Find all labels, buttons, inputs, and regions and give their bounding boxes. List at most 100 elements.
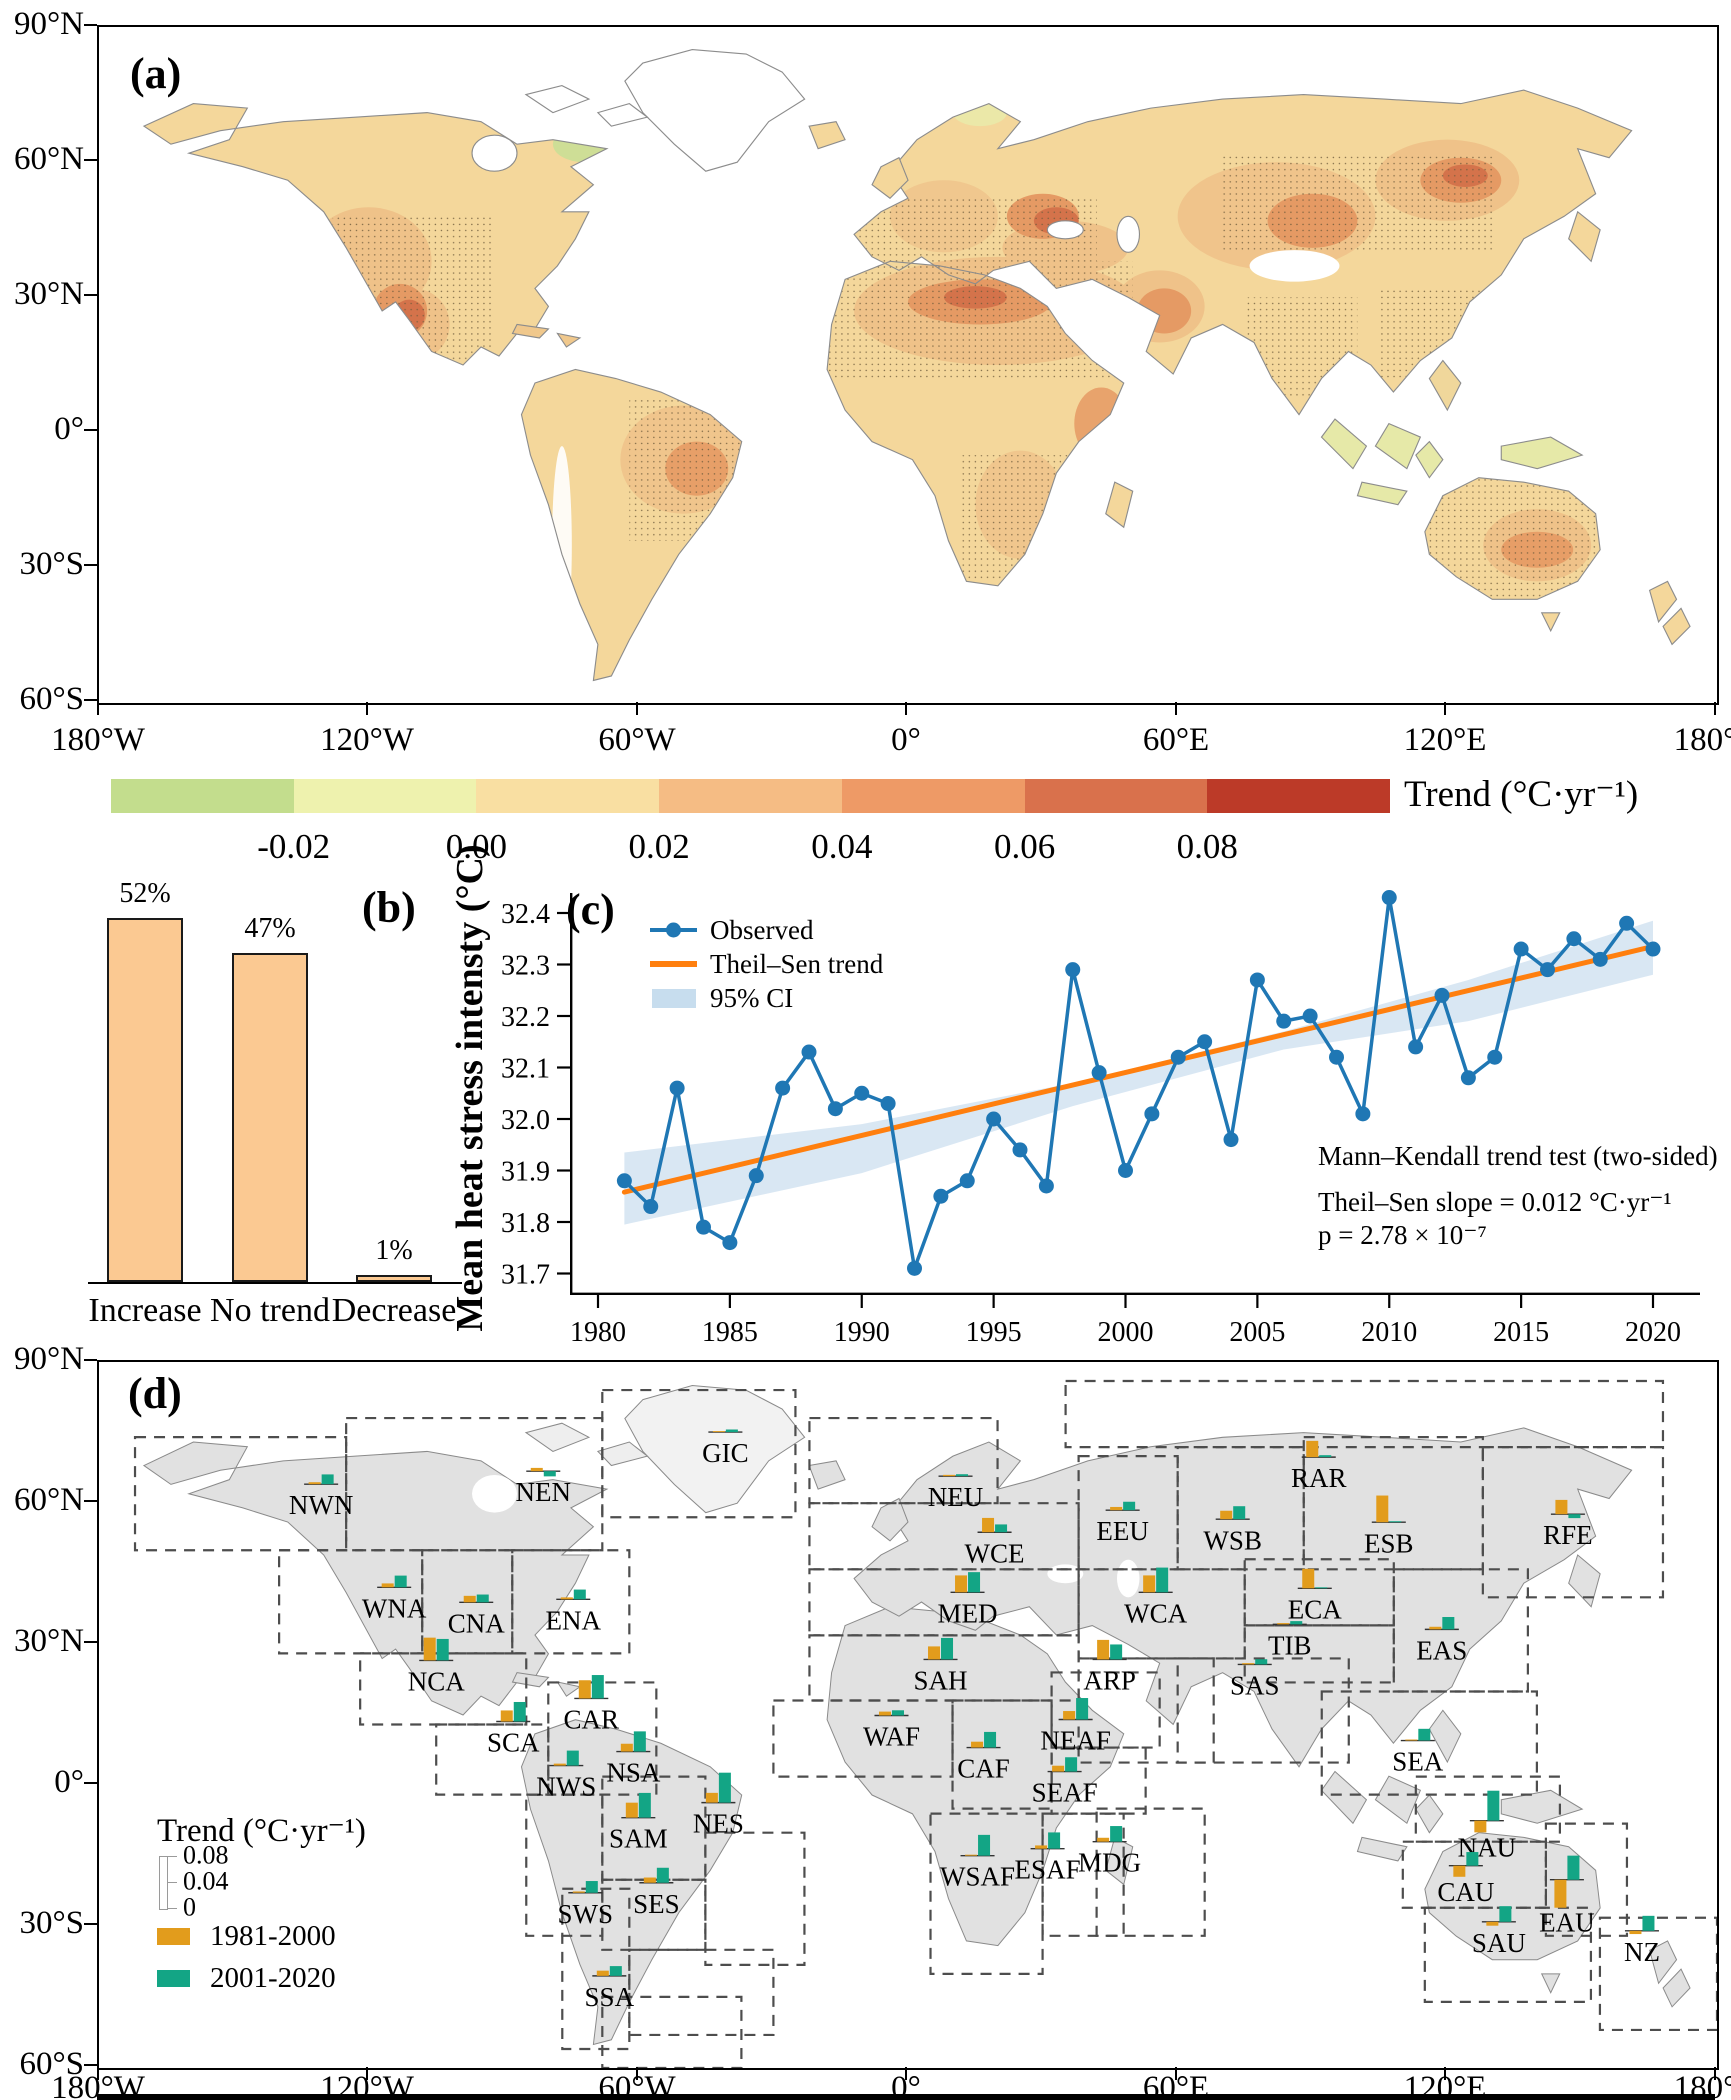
- region-TIB: TIB: [1268, 1621, 1311, 1660]
- ci-band: [624, 920, 1653, 1225]
- region-EEU: EEU: [1096, 1501, 1149, 1546]
- observed-point: [1144, 1106, 1160, 1122]
- y-tick-mark: [84, 698, 97, 702]
- colorbar-tick-label: 0.02: [628, 827, 690, 866]
- c-x-tick-label: 2015: [1493, 1317, 1549, 1348]
- colorbar-segment: [293, 779, 477, 813]
- observed-point: [1487, 1049, 1503, 1065]
- region-boundary: [133, 1436, 348, 1552]
- region-bar: [928, 1646, 941, 1660]
- d-legend-row: 2001-2020: [157, 1962, 366, 1995]
- region-bar: [463, 1595, 476, 1603]
- y-tick-mark: [84, 1922, 97, 1926]
- region-boundary: [1041, 1812, 1125, 1937]
- observed-point: [1197, 1034, 1213, 1050]
- y-tick-mark: [84, 23, 97, 27]
- region-RAR: RAR: [1291, 1440, 1347, 1493]
- y-tick-mark: [84, 158, 97, 162]
- region-bar: [1156, 1567, 1169, 1593]
- region-bar: [1629, 1930, 1642, 1935]
- c-x-tick-label: 1995: [966, 1317, 1022, 1348]
- region-bar: [585, 1881, 598, 1893]
- colorbar-tick-label: 0.00: [445, 827, 508, 866]
- observed-point: [1513, 941, 1529, 957]
- region-boundary: [1414, 1775, 1562, 1843]
- x-tick-mark: [1174, 2067, 1178, 2080]
- region-CAU: CAU: [1437, 1852, 1494, 1907]
- region-bar: [1255, 1659, 1268, 1665]
- region-bar: [591, 1675, 604, 1699]
- region-label: WSB: [1203, 1525, 1262, 1555]
- theil-sen-trend-line: [621, 943, 1656, 1195]
- region-label: SEAF: [1032, 1778, 1098, 1808]
- y-tick-label: 30°N: [13, 276, 84, 312]
- region-WAF: WAF: [863, 1710, 920, 1752]
- observed-point: [1619, 915, 1635, 931]
- observed-point: [1091, 1065, 1107, 1081]
- region-label: WCA: [1124, 1598, 1187, 1628]
- region-bar: [712, 1431, 725, 1433]
- c-x-tick-label: 1990: [834, 1317, 890, 1348]
- region-boundary: [628, 1948, 775, 2037]
- region-bar: [1110, 1506, 1123, 1511]
- region-bar: [596, 1970, 609, 1976]
- d-legend-swatch: [157, 1970, 190, 1987]
- region-label: SES: [633, 1889, 680, 1919]
- panel-a-label: (a): [130, 49, 182, 98]
- observed-point: [1355, 1106, 1371, 1122]
- y-tick-mark: [84, 1640, 97, 1644]
- bar-value-label: 47%: [244, 913, 296, 944]
- c-y-tick-label: 32.2: [501, 1002, 550, 1033]
- x-tick-label: 60°E: [1142, 722, 1210, 758]
- x-tick-mark: [365, 2067, 369, 2080]
- x-tick-mark: [904, 702, 908, 715]
- observed-point: [748, 1168, 764, 1184]
- colorbar-tick-label: 0.04: [811, 827, 873, 866]
- y-tick-mark: [84, 2063, 97, 2067]
- c-y-tick-label: 31.9: [501, 1157, 550, 1188]
- panel-d-legend-title: Trend (°C·yr⁻¹): [157, 1813, 366, 1849]
- region-label: CAU: [1437, 1877, 1494, 1907]
- region-bar: [1123, 1501, 1136, 1511]
- annotation-line-2: Theil–Sen slope = 0.012 °C·yr⁻¹: [1318, 1187, 1672, 1217]
- y-tick-mark: [84, 563, 97, 567]
- region-bar: [1453, 1865, 1466, 1877]
- region-label: WNA: [362, 1593, 427, 1623]
- region-boundary: [1077, 1455, 1179, 1571]
- region-bar: [982, 1517, 995, 1533]
- d-legend-row: 1981-2000: [157, 1920, 366, 1953]
- region-WSB: WSB: [1203, 1506, 1262, 1555]
- region-bar: [394, 1575, 407, 1588]
- region-label: ESB: [1364, 1528, 1414, 1558]
- region-bar: [513, 1701, 526, 1722]
- observed-point: [1434, 987, 1450, 1003]
- region-label: SAS: [1230, 1670, 1280, 1700]
- region-bar: [1035, 1845, 1048, 1849]
- observed-point: [1276, 1013, 1292, 1029]
- region-label: NEN: [516, 1477, 572, 1507]
- bar-category-label: Decrease: [331, 1292, 457, 1329]
- x-tick-mark: [1713, 702, 1717, 715]
- x-tick-label: 120°E: [1403, 722, 1487, 758]
- region-label: NSA: [606, 1758, 661, 1788]
- observed-point: [1381, 890, 1397, 906]
- region-NEU: NEU: [928, 1474, 983, 1512]
- region-bar: [943, 1474, 956, 1477]
- region-WNA: WNA: [362, 1575, 427, 1623]
- c-x-tick-label: 2000: [1098, 1317, 1154, 1348]
- d-legend-swatch: [157, 1928, 190, 1945]
- panel-b-barchart: 52% Increase 47% No trend 1% Decrease: [88, 878, 462, 1329]
- region-bar: [1277, 1623, 1290, 1625]
- x-tick-mark: [365, 702, 369, 715]
- region-bar: [1110, 1644, 1123, 1660]
- c-y-tick-label: 32.0: [501, 1105, 550, 1136]
- observed-point: [986, 1111, 1002, 1127]
- region-boundary: [1095, 1807, 1206, 1937]
- observed-point: [1012, 1142, 1028, 1158]
- region-label: SAM: [609, 1824, 668, 1854]
- region-boundary: [1050, 1671, 1161, 1749]
- region-bar: [476, 1594, 489, 1603]
- region-bar: [984, 1731, 997, 1748]
- panel-c-legend: Observed Theil–Sen trend 95% CI: [650, 913, 883, 1015]
- region-EAS: EAS: [1416, 1617, 1467, 1665]
